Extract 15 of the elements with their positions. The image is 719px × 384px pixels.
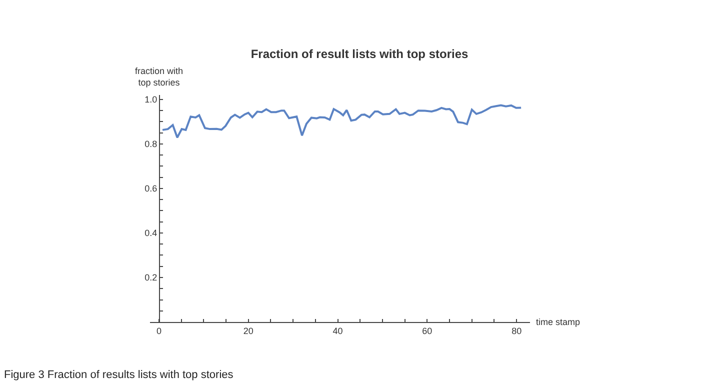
x-tick-label: 80 (512, 326, 522, 336)
x-tick-label: 60 (422, 326, 432, 336)
x-tick-label: 40 (332, 326, 343, 336)
x-tick-label: 20 (243, 326, 254, 336)
y-tick-label: 0.6 (144, 184, 158, 194)
caption: Figure 3 Fraction of results lists with top stories (4, 369, 234, 381)
chart-title: Fraction of result lists with top stories (250, 46, 469, 61)
y-tick-label: 0.4 (144, 228, 158, 238)
x-tick-label: 0 (156, 326, 162, 336)
x-axis-title: time stamp (536, 317, 580, 327)
line-series (162, 104, 522, 139)
y-tick-label: 1.0 (144, 94, 158, 105)
y-axis-title: fraction with top stories (135, 66, 184, 88)
y-tick-label: 0.8 (144, 139, 158, 150)
y-tick-label: 0.2 (144, 272, 158, 283)
